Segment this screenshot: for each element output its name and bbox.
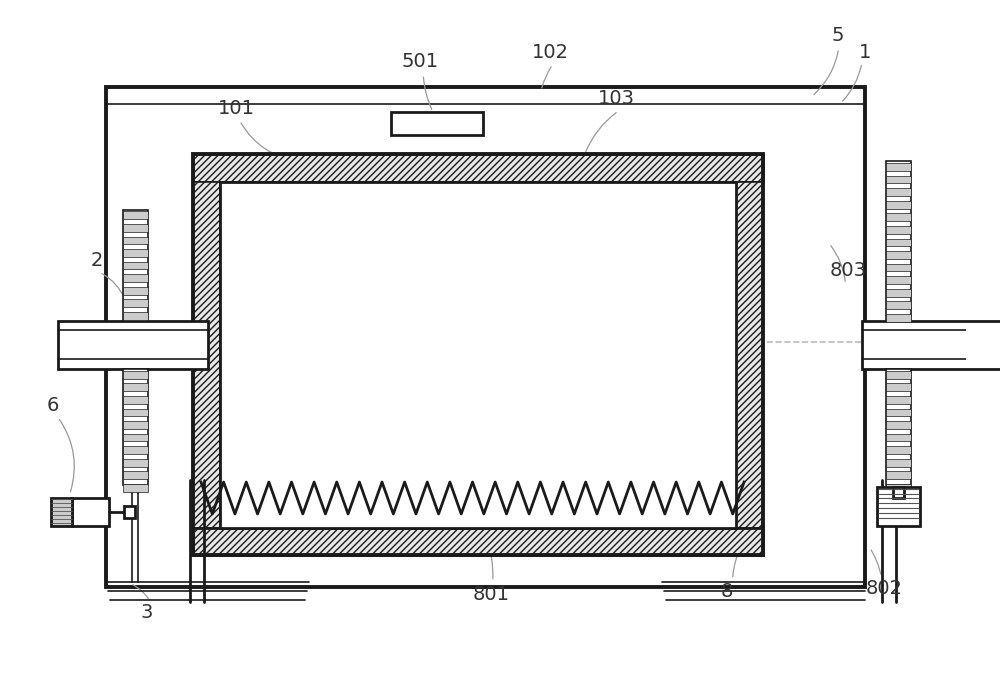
Bar: [886, 446, 911, 454]
Bar: [886, 226, 911, 234]
Bar: [886, 371, 911, 379]
Bar: [123, 209, 148, 321]
Bar: [123, 409, 148, 416]
Bar: [886, 471, 911, 479]
Bar: [123, 459, 148, 466]
Text: 1: 1: [859, 43, 871, 61]
Bar: [123, 371, 148, 379]
Bar: [123, 434, 148, 441]
Text: 801: 801: [472, 585, 509, 604]
Bar: [893, 487, 904, 498]
Bar: [886, 434, 911, 441]
Bar: [123, 274, 148, 282]
Bar: [72, 498, 109, 526]
Text: 101: 101: [218, 99, 255, 118]
Bar: [123, 299, 148, 307]
Text: 5: 5: [832, 26, 844, 45]
Text: 102: 102: [532, 43, 569, 61]
Bar: [736, 182, 763, 528]
Bar: [123, 237, 148, 244]
Bar: [123, 262, 148, 269]
Text: 103: 103: [598, 89, 635, 108]
Text: 6: 6: [47, 396, 59, 415]
Bar: [886, 276, 911, 284]
Text: 2: 2: [90, 252, 103, 270]
Text: 501: 501: [402, 52, 439, 71]
Bar: [220, 182, 736, 528]
Bar: [886, 163, 911, 171]
Bar: [391, 112, 483, 135]
Bar: [123, 312, 148, 320]
Bar: [193, 528, 763, 556]
Text: 802: 802: [866, 579, 903, 598]
Bar: [123, 211, 148, 219]
Bar: [886, 459, 911, 466]
Bar: [123, 287, 148, 294]
Bar: [58, 321, 208, 369]
Bar: [886, 484, 911, 492]
Bar: [886, 214, 911, 221]
Bar: [193, 182, 220, 528]
Bar: [123, 369, 148, 485]
Bar: [193, 154, 763, 182]
Bar: [886, 289, 911, 296]
Bar: [123, 396, 148, 404]
Bar: [123, 446, 148, 454]
Bar: [886, 314, 911, 322]
Bar: [886, 161, 911, 321]
Bar: [886, 369, 911, 485]
Bar: [123, 384, 148, 391]
Bar: [124, 506, 135, 517]
Text: 8: 8: [720, 582, 733, 600]
Bar: [123, 484, 148, 492]
Bar: [123, 249, 148, 257]
Bar: [193, 154, 763, 556]
Bar: [123, 224, 148, 232]
Bar: [886, 239, 911, 246]
Bar: [886, 201, 911, 209]
Bar: [886, 188, 911, 196]
Bar: [886, 301, 911, 309]
Bar: [886, 384, 911, 391]
Bar: [106, 87, 865, 588]
Bar: [877, 487, 920, 526]
Bar: [886, 421, 911, 429]
Bar: [886, 251, 911, 259]
Text: 803: 803: [830, 261, 867, 280]
Text: 3: 3: [141, 603, 153, 622]
Bar: [862, 321, 1000, 369]
Bar: [123, 471, 148, 479]
Bar: [886, 396, 911, 404]
Bar: [51, 498, 72, 526]
Bar: [886, 264, 911, 271]
Bar: [123, 421, 148, 429]
Bar: [886, 409, 911, 416]
Bar: [886, 175, 911, 184]
